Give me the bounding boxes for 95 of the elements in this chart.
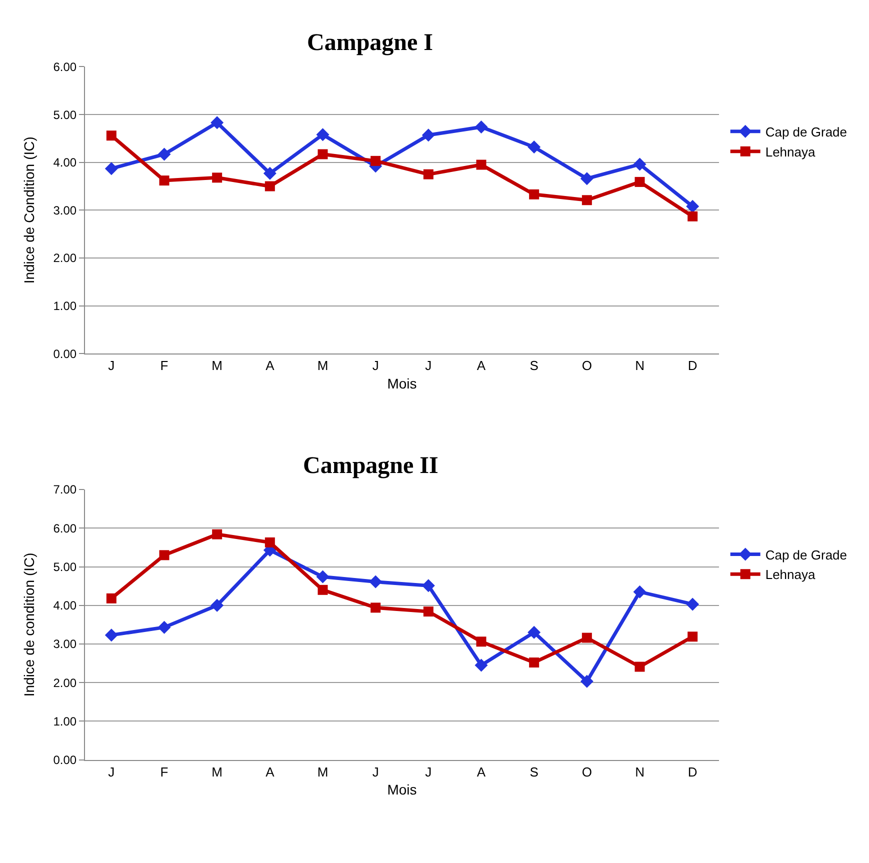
- point: [422, 128, 435, 142]
- y-tick-label: 5.00: [53, 560, 77, 574]
- point: [318, 584, 328, 595]
- x-tick-label: F: [160, 358, 168, 374]
- x-tick-label: A: [266, 358, 275, 374]
- point: [316, 570, 330, 584]
- x-tick-label: S: [530, 358, 539, 374]
- y-tick-label: 4.00: [53, 598, 77, 613]
- x-tick-label: M: [212, 358, 222, 374]
- x-tick-label: A: [476, 358, 486, 374]
- y-tick-label: 5.00: [53, 108, 77, 122]
- point: [423, 606, 434, 617]
- point: [422, 579, 435, 592]
- x-tick-label: N: [635, 358, 644, 374]
- x-tick-label: J: [108, 358, 115, 374]
- legend-label: Lehnaya: [765, 567, 816, 582]
- y-tick-label: 3.00: [53, 203, 77, 218]
- x-tick-label: O: [582, 764, 592, 780]
- point: [370, 602, 381, 613]
- x-tick-label: J: [425, 358, 432, 374]
- point: [633, 585, 646, 598]
- y-tick-label: 0.00: [53, 346, 77, 361]
- legend-label: Cap de Grade: [765, 124, 848, 140]
- point: [634, 176, 645, 187]
- point: [476, 636, 486, 647]
- point: [476, 160, 486, 170]
- point: [159, 176, 170, 186]
- point: [263, 166, 276, 180]
- y-tick-label: 2.00: [53, 251, 77, 266]
- point: [529, 189, 540, 200]
- point: [634, 662, 645, 672]
- x-tick-label: J: [425, 764, 432, 780]
- point: [686, 598, 700, 611]
- point: [264, 181, 275, 192]
- point: [106, 593, 116, 604]
- x-tick-label: A: [266, 764, 275, 780]
- point: [104, 162, 118, 176]
- x-tick-label: A: [476, 764, 486, 780]
- x-tick-label: D: [688, 764, 698, 780]
- point: [423, 169, 434, 180]
- point: [210, 598, 224, 612]
- point: [582, 632, 592, 643]
- y-axis-title: Indice de condition (IC): [20, 552, 37, 697]
- legend-label: Lehnaya: [765, 144, 816, 160]
- x-tick-label: J: [372, 764, 379, 780]
- point: [528, 626, 541, 639]
- y-tick-label: 0.00: [53, 752, 77, 767]
- point: [580, 674, 594, 688]
- chart-title: Campagne I: [307, 30, 434, 56]
- point: [474, 120, 488, 134]
- point: [104, 628, 118, 642]
- y-tick-label: 1.00: [53, 714, 77, 728]
- point: [158, 620, 171, 634]
- x-tick-label: S: [530, 764, 539, 780]
- y-tick-label: 3.00: [53, 637, 77, 652]
- legend-label: Cap de Grade: [765, 547, 848, 562]
- point: [316, 128, 330, 142]
- y-tick-label: 7.00: [53, 482, 77, 497]
- point: [210, 116, 224, 130]
- x-tick-label: M: [317, 764, 328, 780]
- point: [212, 172, 222, 183]
- point: [582, 195, 592, 206]
- point: [633, 158, 646, 171]
- point: [370, 156, 381, 166]
- point: [688, 211, 698, 222]
- point: [688, 632, 698, 642]
- point: [212, 529, 222, 540]
- point: [106, 130, 116, 141]
- point: [529, 657, 540, 668]
- point: [369, 575, 382, 588]
- y-tick-label: 4.00: [53, 156, 77, 170]
- y-tick-label: 1.00: [53, 298, 77, 313]
- x-tick-label: M: [317, 358, 328, 374]
- x-tick-label: D: [688, 358, 698, 374]
- x-tick-label: J: [108, 764, 115, 780]
- y-tick-label: 2.00: [53, 676, 77, 690]
- y-axis-title: Indice de Condition (IC): [20, 136, 37, 284]
- x-tick-label: M: [212, 764, 222, 780]
- x-axis-title: Mois: [387, 375, 417, 392]
- point: [580, 172, 594, 186]
- point: [686, 200, 700, 213]
- x-tick-label: J: [372, 358, 379, 374]
- point: [474, 658, 488, 672]
- x-tick-label: F: [160, 764, 168, 780]
- chart-title: Campagne II: [303, 453, 438, 479]
- point: [158, 148, 171, 161]
- point: [318, 149, 328, 160]
- point: [528, 140, 541, 154]
- point: [264, 537, 275, 548]
- y-tick-label: 6.00: [53, 521, 77, 536]
- x-axis-title: Mois: [387, 782, 417, 798]
- x-tick-label: N: [635, 764, 644, 780]
- x-tick-label: O: [582, 358, 592, 374]
- point: [159, 550, 170, 560]
- y-tick-label: 6.00: [53, 60, 77, 74]
